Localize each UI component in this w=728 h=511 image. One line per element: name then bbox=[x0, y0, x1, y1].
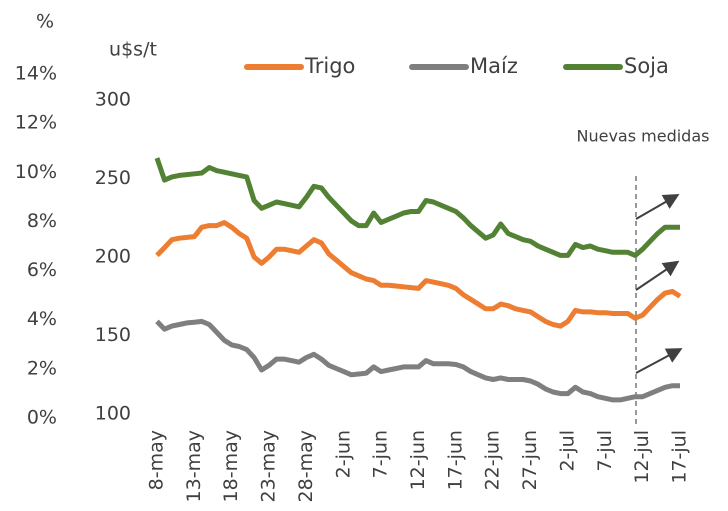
y-tick-label: 8% bbox=[27, 210, 57, 232]
x-tick-label: 28-may bbox=[295, 430, 317, 502]
x-tick-label: 23-may bbox=[258, 430, 280, 502]
series-line bbox=[155, 220, 682, 329]
y-axis-label: % bbox=[36, 11, 54, 33]
y-tick-label: 14% bbox=[15, 63, 57, 85]
series-line bbox=[154, 157, 680, 258]
annotation: Nuevas medidas bbox=[577, 127, 710, 146]
y-tick-label: 12% bbox=[15, 112, 57, 134]
arrows bbox=[635, 194, 683, 374]
legend-label: Soja bbox=[624, 54, 669, 78]
series-line bbox=[155, 318, 680, 403]
y2-axis-label: u$s/t bbox=[109, 39, 157, 61]
x-tick-label: 8-may bbox=[146, 430, 168, 490]
x-tick-label: 27-jun bbox=[519, 430, 541, 490]
x-tick-label: 18-may bbox=[220, 430, 242, 502]
y2-tick-label: 100 bbox=[95, 403, 131, 425]
y2-tick-label: 300 bbox=[95, 89, 131, 111]
y-tick-label: 2% bbox=[27, 357, 57, 379]
x-tick-label: 22-jun bbox=[482, 430, 504, 490]
legend-label: Trigo bbox=[304, 54, 355, 78]
legend-label: Maíz bbox=[470, 54, 518, 78]
x-tick-label: 2-jun bbox=[332, 430, 354, 478]
y-tick-label: 6% bbox=[27, 259, 57, 281]
x-tick-label: 12-jun bbox=[407, 430, 429, 490]
x-tick-label: 17-jul bbox=[669, 430, 691, 484]
y2-tick-label: 150 bbox=[95, 324, 131, 346]
y-tick-label: 0% bbox=[27, 407, 57, 429]
x-tick-label: 12-jul bbox=[631, 430, 653, 484]
y2-tick-label: 250 bbox=[95, 167, 131, 189]
x-tick-label: 2-jul bbox=[556, 430, 578, 472]
x-tick-label: 7-jul bbox=[594, 430, 616, 472]
y2-tick-label: 200 bbox=[95, 246, 131, 268]
y-tick-label: 4% bbox=[27, 308, 57, 330]
x-tick-label: 7-jun bbox=[370, 430, 392, 478]
y-tick-label: 10% bbox=[15, 161, 57, 183]
x-tick-label: 13-may bbox=[183, 430, 205, 502]
x-tick-label: 17-jun bbox=[444, 430, 466, 490]
